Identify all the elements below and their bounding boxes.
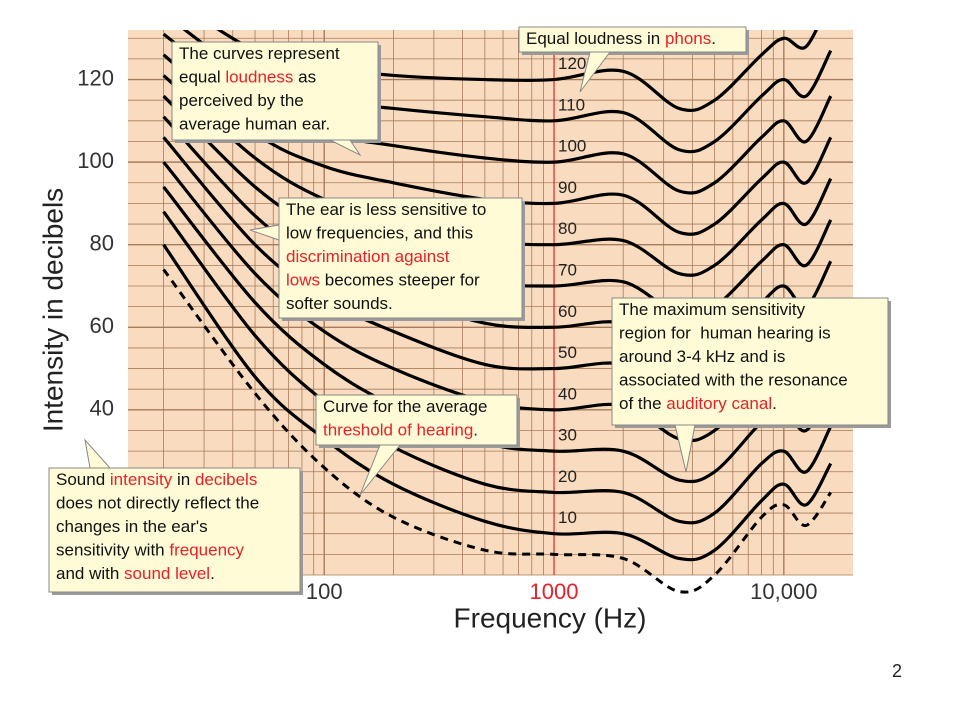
loudness-curve [162, 74, 833, 277]
annotation-text: in [172, 470, 195, 489]
annotation-line: Curve for the average [323, 397, 487, 416]
annotation-text: The ear is less sensitive to [286, 200, 486, 219]
annotation-line: discrimination against [286, 247, 450, 266]
annotation-text: becomes steeper for [320, 271, 480, 290]
loudness-curve [162, 210, 833, 525]
annotation-text: Sound [56, 470, 110, 489]
page-number: 2 [892, 661, 902, 681]
annotation-text: lows [286, 271, 320, 290]
curve-label: 20 [558, 467, 577, 486]
annotation-text: softer sounds. [286, 294, 393, 313]
annotation-text: decibels [195, 470, 257, 489]
curve-label: 60 [558, 302, 577, 321]
annotation-box [518, 26, 747, 53]
annotation-line: perceived by the [179, 91, 304, 110]
annotation-text: . [772, 394, 777, 413]
annotation-text: threshold of hearing [323, 421, 473, 440]
curve-label: 120 [558, 54, 586, 73]
annotation-line: average human ear. [179, 115, 330, 134]
curve-label: 90 [558, 178, 577, 197]
annotation-text: of the [619, 394, 666, 413]
curve-label: 110 [558, 95, 585, 114]
annotation-line: associated with the resonance [619, 371, 848, 390]
annotation-text: around 3-4 kHz and is [619, 347, 785, 366]
annotation-line: does not directly reflect the [56, 494, 259, 513]
annotation-text: as [293, 68, 316, 87]
annotation-text: changes in the ear's [56, 517, 208, 536]
annotation-text: sensitivity with [56, 541, 169, 560]
annotation-line: equal loudness as [179, 68, 316, 87]
annotation-text: associated with the resonance [619, 371, 848, 390]
annotation-box [171, 41, 379, 141]
annotation-text: intensity [110, 470, 173, 489]
annotation-text: Curve for the average [323, 397, 487, 416]
loudness-curve [162, 53, 833, 236]
x-tick-label: 1000 [530, 579, 579, 604]
y-axis-title: Intensity in decibels [37, 188, 68, 432]
annotation-line: The maximum sensitivity [619, 300, 806, 319]
annotation-line: low frequencies, and this [286, 224, 473, 243]
annotation-line: sensitivity with frequency [56, 541, 245, 560]
annotation-text: The curves represent [179, 44, 340, 63]
annotation-line: and with sound level. [56, 564, 215, 583]
annotation-text: phons [665, 29, 711, 48]
curve-label: 80 [558, 219, 577, 238]
annotation-text: . [711, 29, 716, 48]
annotation-text: equal [179, 68, 225, 87]
y-tick-label: 40 [90, 396, 114, 421]
annotation-box [48, 467, 301, 593]
annotation-line: The curves represent [179, 44, 340, 63]
annotation-line: region for human hearing is [619, 324, 831, 343]
loudness-curve [162, 243, 833, 562]
annotation-text: average human ear. [179, 115, 330, 134]
y-tick-label: 120 [77, 65, 114, 90]
annotation-text: auditory canal [666, 394, 772, 413]
annotation-box [315, 394, 518, 446]
x-tick-label: 10,000 [750, 579, 817, 604]
x-axis-title: Frequency (Hz) [454, 602, 647, 633]
annotation-text: low frequencies, and this [286, 224, 473, 243]
annotation-line: of the auditory canal. [619, 394, 777, 413]
annotation-line: around 3-4 kHz and is [619, 347, 785, 366]
y-tick-label: 100 [77, 148, 114, 173]
x-tick-label: 100 [306, 579, 343, 604]
annotation-line: Equal loudness in phons. [526, 29, 716, 48]
curve-label: 40 [558, 384, 577, 403]
annotation-text: The maximum sensitivity [619, 300, 806, 319]
annotation-line: changes in the ear's [56, 517, 208, 536]
annotation-text: . [473, 421, 478, 440]
curve-label: 10 [558, 508, 577, 527]
annotation-text: perceived by the [179, 91, 304, 110]
curve-label: 100 [558, 137, 586, 156]
annotation-line: The ear is less sensitive to [286, 200, 486, 219]
annotation-pointer [84, 438, 112, 469]
curve-label: 50 [558, 343, 577, 362]
annotation-text: frequency [169, 541, 244, 560]
y-tick-label: 60 [90, 313, 114, 338]
annotation-text: does not directly reflect the [56, 494, 259, 513]
annotation-text: loudness [225, 68, 293, 87]
annotation-box [611, 297, 889, 426]
annotation-line: softer sounds. [286, 294, 393, 313]
annotation-text: . [210, 564, 215, 583]
curve-label: 30 [558, 426, 577, 445]
y-tick-label: 80 [90, 231, 114, 256]
curve-label: 70 [558, 260, 577, 279]
annotation-text: sound level [124, 564, 210, 583]
annotation-text: region for human hearing is [619, 324, 831, 343]
annotation-line: lows becomes steeper for [286, 271, 480, 290]
annotation-box [278, 197, 523, 319]
annotation-text: Equal loudness in [526, 29, 665, 48]
annotation-line: threshold of hearing. [323, 421, 478, 440]
loudness-curve [162, 268, 832, 594]
annotation-text: discrimination against [286, 247, 450, 266]
annotation-line: Sound intensity in decibels [56, 470, 257, 489]
annotation-text: and with [56, 564, 124, 583]
